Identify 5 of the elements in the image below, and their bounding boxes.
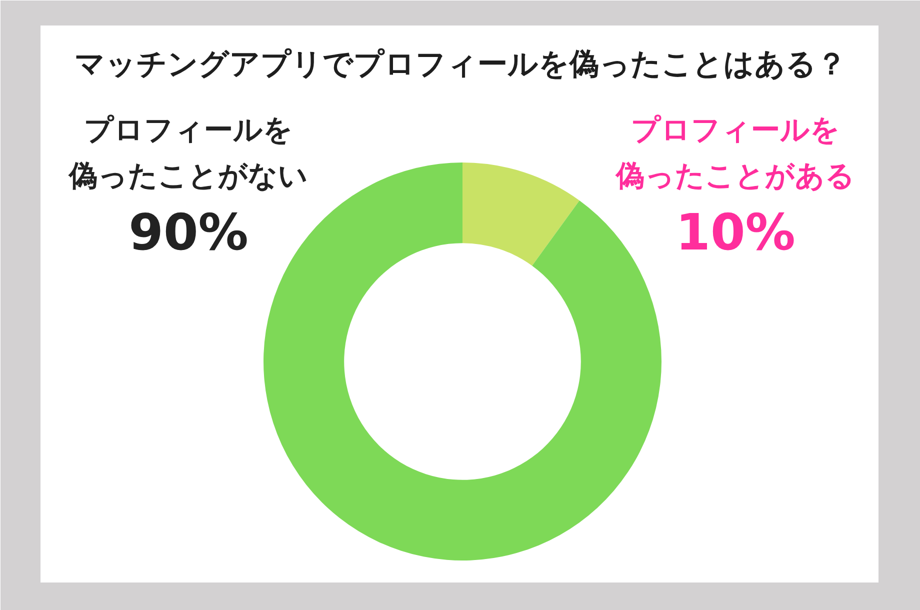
slice-label: プロフィールを偽ったことがある [615,112,855,192]
chart-title: マッチングアプリでプロフィールを偽ったことはある？ [74,47,846,82]
data-label: 90% [128,204,248,262]
data-label: 10% [676,204,796,262]
slice-label: プロフィールを偽ったことがない [68,112,308,192]
